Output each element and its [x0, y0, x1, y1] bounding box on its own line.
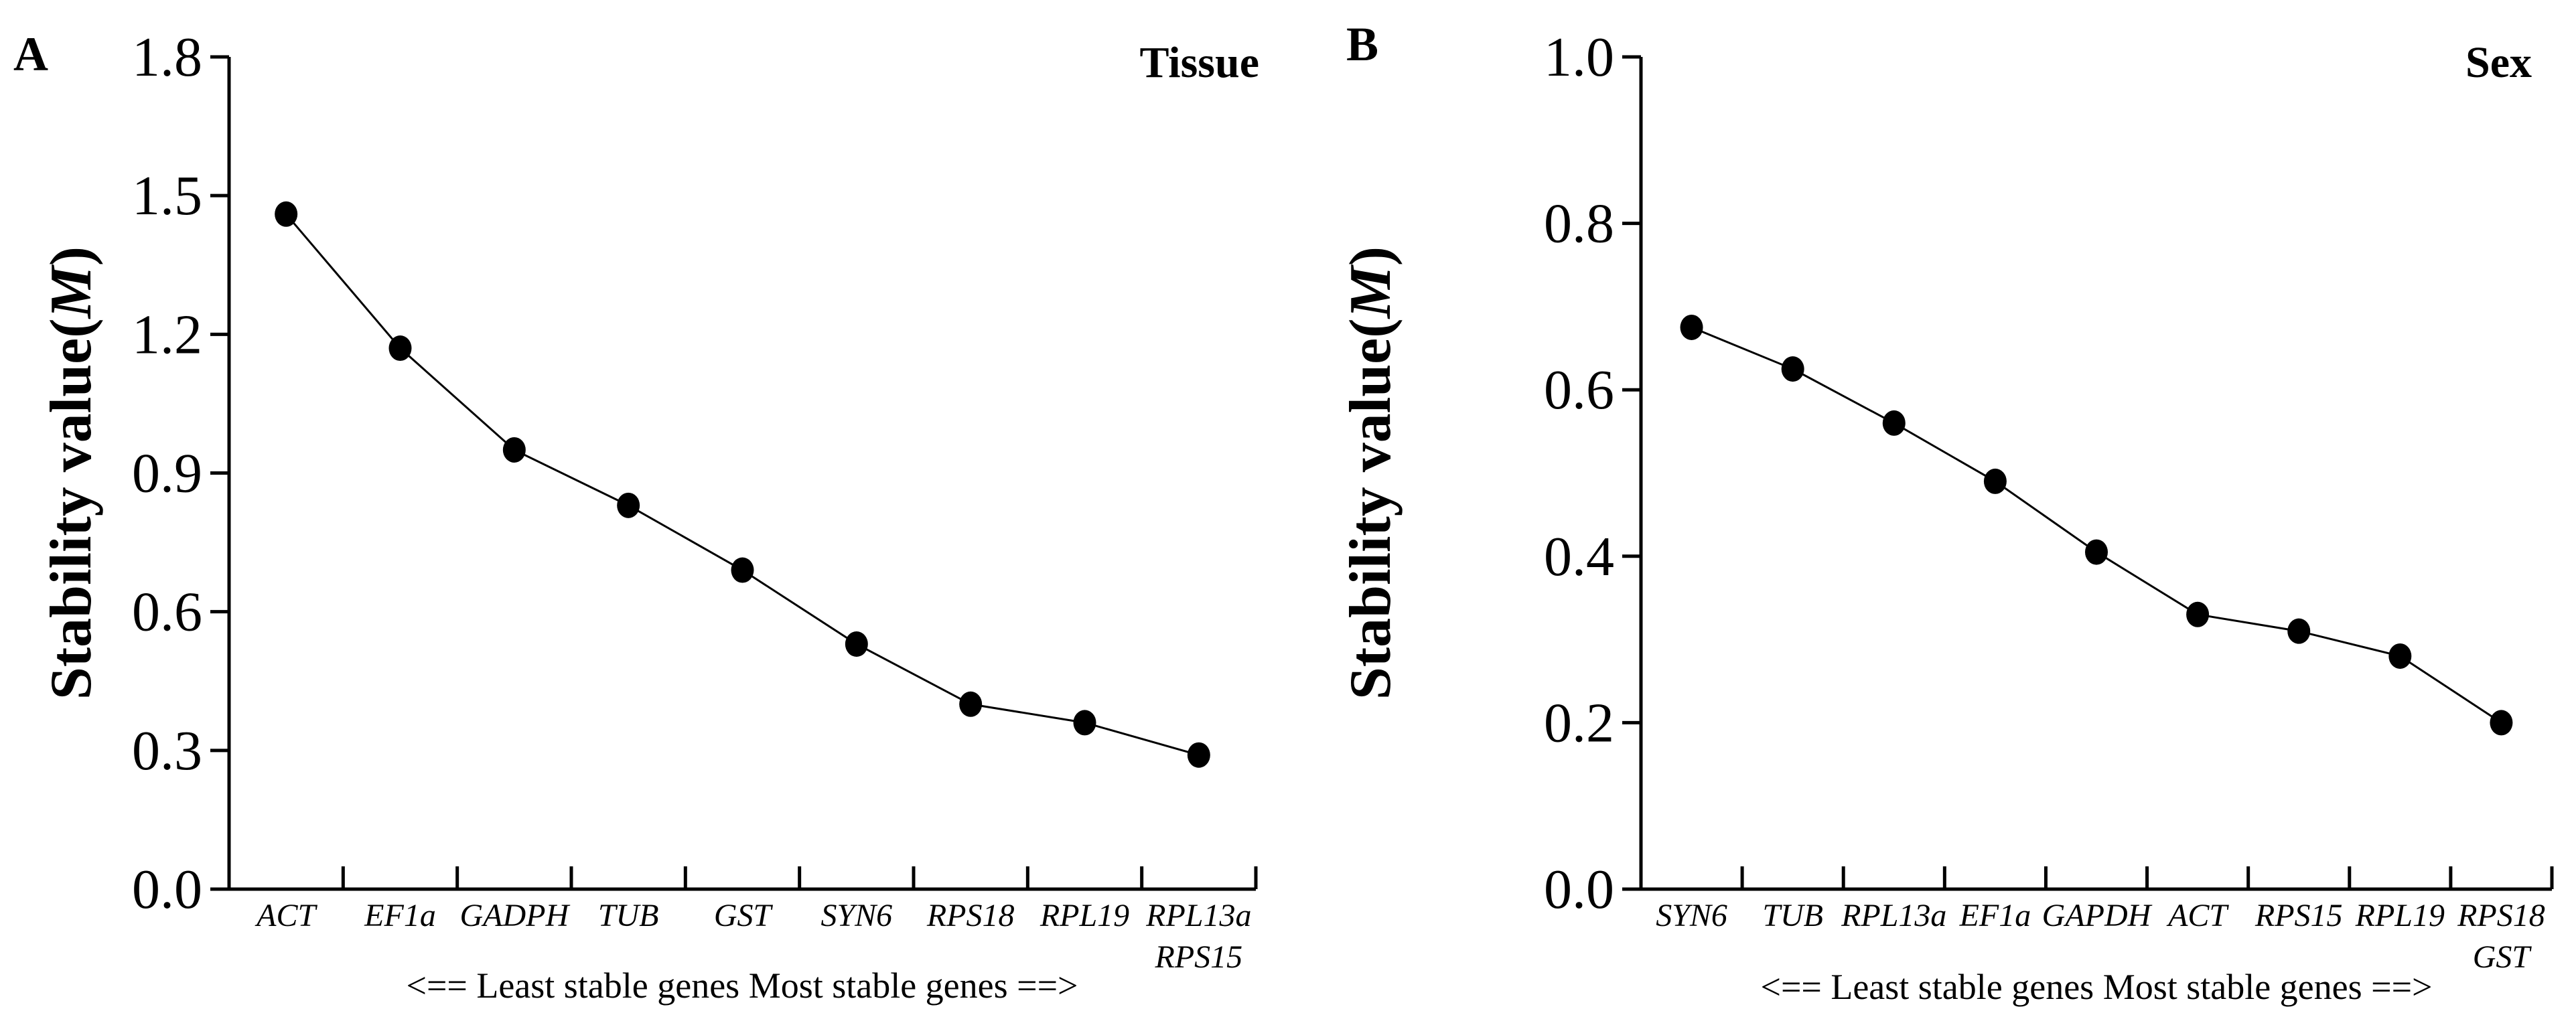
panel-b-x-tick-label: GAPDH	[2042, 898, 2153, 933]
panel-b-series-line	[1691, 326, 2502, 724]
panel-b-y-tick-label: 1.0	[1544, 26, 1614, 88]
panel-b-x-tick-label: TUB	[1762, 898, 1823, 933]
panel-a-data-point	[502, 437, 526, 463]
panel-b-x-tick-label: GST	[2473, 939, 2532, 975]
panel-b-chart: B Sex 0.0 0.2 0.4 0.6 0.8 1.0 Stability value(M)…	[1338, 17, 2554, 1007]
panel-b-y-axis-label: Stability value(M)	[1338, 246, 1403, 700]
panel-a-data-point	[388, 335, 412, 362]
panel-a-y-tick-label: 1.8	[132, 26, 202, 88]
panel-b-data-point	[2287, 618, 2311, 644]
panel-b-data-point	[1983, 468, 2007, 494]
panel-a-data-point	[1073, 710, 1096, 736]
panel-a-data-point	[845, 631, 868, 657]
panel-a-x-tick-label: RPS18	[926, 898, 1015, 933]
panel-a-x-tick-label: RPL19	[1040, 898, 1129, 933]
panel-b-y-tick-label: 0.4	[1544, 526, 1614, 588]
panel-a-y-tick-label: 0.6	[132, 581, 202, 643]
panel-b-x-tick-label: SYN6	[1656, 898, 1727, 933]
panel-b-data-point	[2490, 710, 2513, 736]
panel-b-x-tick-label: RPS15	[2255, 898, 2343, 933]
panel-a-title: Tissue	[1139, 38, 1259, 87]
panel-a-x-tick-label: GST	[714, 898, 774, 933]
panel-a-y-tick-label: 1.2	[132, 303, 202, 366]
panel-b-data-point	[2085, 539, 2108, 565]
panel-a-y-axis-label: Stability value(M)	[39, 246, 104, 700]
panel-b-y-tick-label: 0.0	[1544, 858, 1614, 921]
panel-a-x-tick-label: ACT	[255, 898, 317, 933]
panel-a-letter: A	[13, 27, 48, 81]
panel-b-title: Sex	[2465, 38, 2532, 87]
panel-b-data-point	[1882, 410, 1906, 436]
panel-b-y-tick-label: 0.8	[1544, 193, 1614, 255]
panel-a-x-tick-label: SYN6	[820, 898, 892, 933]
panel-a-x-caption: <== Least stable genes Most stable genes…	[406, 965, 1078, 1006]
panel-a-y-tick-label: 1.5	[132, 165, 202, 227]
panel-a-x-tick-label: TUB	[598, 898, 659, 933]
panel-b-y-tick-label: 0.6	[1544, 359, 1614, 421]
panel-a-y-tick-label: 0.0	[132, 858, 202, 921]
panel-a-data-point	[617, 492, 640, 518]
panel-b-x-tick-label: RPL19	[2355, 898, 2445, 933]
panel-b-x-tick-label: RPL13a	[1841, 898, 1946, 933]
panel-b-x-tick-label: ACT	[2166, 898, 2229, 933]
panel-b-y-tick-label: 0.2	[1544, 692, 1614, 754]
panel-b-x-caption: <== Least stable genes Most stable genes…	[1760, 967, 2432, 1007]
panel-a-x-tick-label: GADPH	[460, 898, 571, 933]
panel-b-letter: B	[1346, 17, 1378, 71]
panel-a-x-tick-label: RPL13a	[1145, 898, 1251, 933]
panel-a-x-tick-label: RPS15	[1155, 939, 1243, 975]
panel-b-x-tick-label: RPS18	[2457, 898, 2545, 933]
panel-a-data-point	[959, 691, 983, 717]
panel-a-data-point	[731, 557, 754, 583]
panel-a-chart: A Tissue 0.0 0.3 0.6 0.9 1.2 1.5 1.8 Stability va…	[13, 26, 1259, 1006]
panel-a-x-tick-label: EF1a	[364, 898, 436, 933]
panel-a-series-line	[285, 213, 1200, 757]
panel-a-data-point	[1187, 742, 1210, 768]
panel-b-data-point	[1781, 356, 1804, 382]
panel-a-y-tick-label: 0.3	[132, 720, 202, 782]
panel-b-data-point	[2186, 601, 2210, 627]
panel-a-y-tick-label: 0.9	[132, 443, 202, 505]
panel-a-data-point	[275, 201, 298, 227]
panel-b-data-point	[2388, 643, 2412, 669]
panel-b-x-tick-label: EF1a	[1959, 898, 2031, 933]
panel-b-data-point	[1680, 314, 1703, 340]
